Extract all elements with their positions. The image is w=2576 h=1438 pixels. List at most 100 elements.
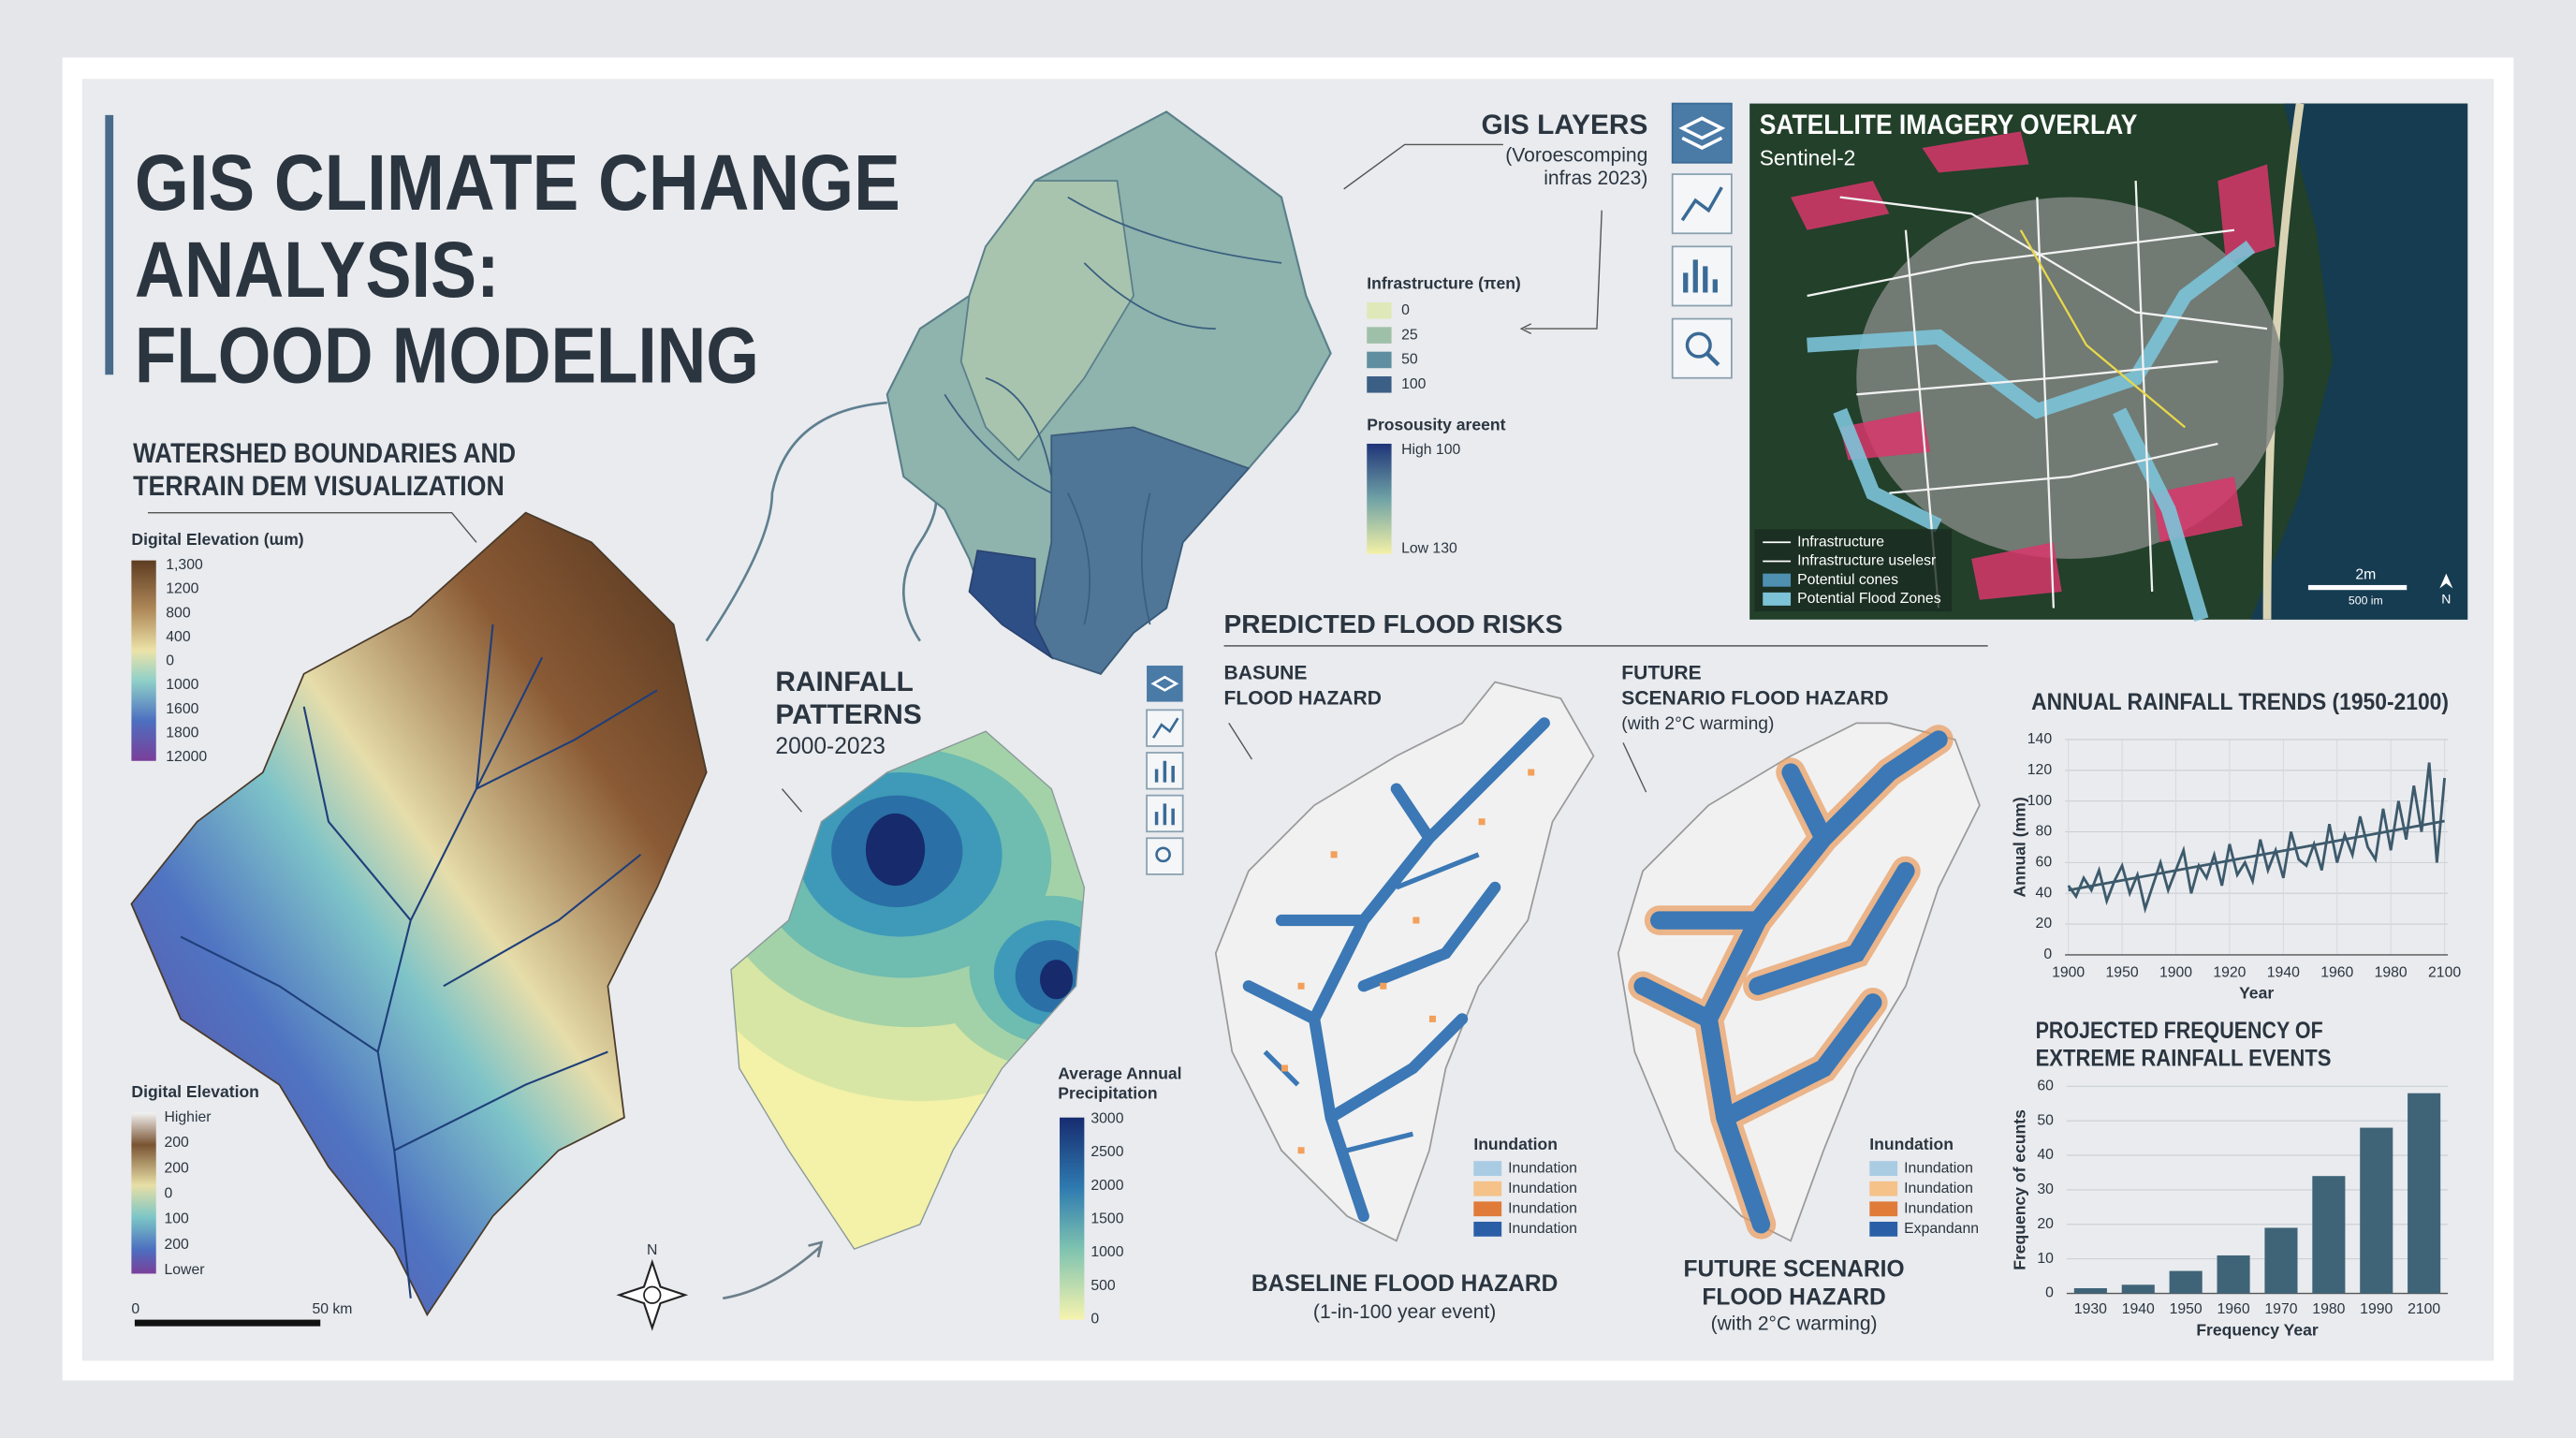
layer-tool-icons[interactable] bbox=[1705, 351, 1720, 367]
dem-map bbox=[131, 560, 156, 761]
legend-title: Inundation bbox=[1473, 1135, 1558, 1153]
legend-label: Potential Flood Zones bbox=[1797, 591, 1941, 607]
bar bbox=[2264, 1227, 2298, 1294]
legend-label: 12000 bbox=[166, 749, 207, 765]
satellite-image bbox=[1807, 240, 2256, 623]
y-tick-label: 80 bbox=[2036, 824, 2053, 840]
watershed-map bbox=[705, 110, 1603, 675]
legend-label: Expandann bbox=[1904, 1221, 1979, 1237]
small-tool-icons[interactable] bbox=[1146, 837, 1184, 875]
legend-label: 800 bbox=[166, 605, 191, 621]
watershed-map bbox=[944, 196, 1282, 625]
flood-maps bbox=[1281, 769, 1535, 1154]
legend-label: 200 bbox=[165, 1135, 190, 1151]
bar bbox=[2360, 1127, 2393, 1294]
north-label: N bbox=[647, 1242, 657, 1258]
axis-title: Frequency Year bbox=[2196, 1321, 2319, 1340]
layer-tool-icons[interactable] bbox=[1685, 331, 1712, 359]
north-label: N bbox=[2441, 591, 2451, 606]
scale-label: 0 bbox=[131, 1301, 139, 1317]
compass bbox=[643, 1285, 662, 1304]
watershed-map bbox=[1343, 143, 1503, 190]
y-tick-label: 0 bbox=[2045, 1285, 2054, 1301]
legend-swatch bbox=[1473, 1161, 1502, 1177]
legend-swatch bbox=[1869, 1161, 1898, 1177]
dem-map bbox=[130, 511, 708, 1317]
legend-label: Low 130 bbox=[1401, 540, 1457, 556]
section-heading: TERRAIN DEM VISUALIZATION bbox=[133, 471, 505, 502]
legend-title: Average Annual bbox=[1058, 1064, 1181, 1083]
small-tool-icons[interactable] bbox=[1146, 665, 1184, 875]
rainfall-map bbox=[1039, 960, 1074, 1000]
map-label: FUTURE bbox=[1621, 662, 1701, 683]
chart-title: EXTREME RAINFALL EVENTS bbox=[2036, 1047, 2332, 1072]
x-tick-label: 1960 bbox=[2217, 1301, 2250, 1317]
dem-map bbox=[130, 511, 708, 1327]
layer-tool-icons[interactable] bbox=[1678, 116, 1726, 150]
satellite-image bbox=[1749, 102, 2468, 623]
legend-swatch bbox=[1367, 351, 1392, 369]
bar bbox=[2312, 1176, 2346, 1294]
legend-label: Inundation bbox=[1508, 1160, 1577, 1176]
subtitle: infras 2023) bbox=[1544, 168, 1647, 189]
x-tick-label: 1940 bbox=[2267, 964, 2300, 980]
legend-label: 50 bbox=[1401, 352, 1418, 368]
dem-map bbox=[131, 1112, 156, 1274]
legend-label: Inundation bbox=[1904, 1160, 1973, 1176]
dem-map bbox=[134, 1319, 321, 1327]
legend-label: 200 bbox=[165, 1160, 190, 1176]
dem-map bbox=[147, 511, 477, 543]
axis-title: Year bbox=[2239, 984, 2274, 1003]
title: GIS CLIMATE CHANGE bbox=[135, 139, 900, 227]
legend-label: 2000 bbox=[1090, 1178, 1123, 1194]
bar bbox=[2217, 1255, 2250, 1294]
small-tool-icons[interactable] bbox=[1151, 717, 1179, 739]
title: ANALYSIS: bbox=[135, 226, 500, 314]
legend-swatch bbox=[1763, 592, 1792, 606]
x-tick-label: 1900 bbox=[2159, 964, 2192, 980]
y-tick-label: 140 bbox=[2027, 731, 2053, 747]
x-tick-label: 1900 bbox=[2052, 964, 2085, 980]
legend-title: Digital Elevation bbox=[131, 1082, 259, 1101]
compass bbox=[723, 1240, 824, 1300]
legend-label: Potentiul cones bbox=[1797, 572, 1898, 588]
scale-label: 500 im bbox=[2349, 594, 2383, 608]
satellite-image bbox=[2250, 103, 2468, 620]
legend-swatch bbox=[1473, 1201, 1502, 1217]
section-heading: PREDICTED FLOOD RISKS bbox=[1224, 609, 1563, 638]
bar bbox=[2408, 1093, 2441, 1294]
legend-label: 500 bbox=[1090, 1278, 1116, 1294]
legend-title: Prosousity areent bbox=[1367, 415, 1505, 433]
rainfall-map bbox=[730, 730, 1086, 1250]
legend-label: Inundation bbox=[1904, 1181, 1973, 1196]
legend-swatch bbox=[1869, 1201, 1898, 1217]
legend-swatch bbox=[1367, 301, 1392, 319]
flood-maps bbox=[1214, 645, 1988, 1242]
y-tick-label: 0 bbox=[2043, 946, 2052, 962]
small-tool-icons[interactable] bbox=[1154, 760, 1175, 826]
layer-tool-icons[interactable] bbox=[1671, 102, 1733, 164]
satellite-image bbox=[1807, 181, 2268, 609]
legend-label: 400 bbox=[166, 629, 191, 645]
bar bbox=[2073, 1287, 2107, 1294]
small-tool-icons[interactable] bbox=[1155, 846, 1171, 863]
legend-title: Inundation bbox=[1869, 1135, 1954, 1153]
satellite-image bbox=[2019, 229, 2187, 429]
layer-tool-icons[interactable] bbox=[1671, 245, 1733, 307]
axis-title: Annual (mm) bbox=[2010, 797, 2028, 897]
satellite-image bbox=[2439, 573, 2453, 589]
small-tool-icons[interactable] bbox=[1150, 675, 1179, 692]
x-tick-label: 1920 bbox=[2213, 964, 2246, 980]
legend-label: 0 bbox=[1401, 302, 1410, 318]
layer-tool-icons[interactable] bbox=[1683, 259, 1718, 293]
legend-label: 1500 bbox=[1090, 1211, 1123, 1227]
layer-tool-icons[interactable] bbox=[1680, 186, 1723, 222]
layer-tool-icons[interactable] bbox=[1671, 102, 1733, 379]
layer-tool-icons[interactable] bbox=[1671, 317, 1733, 379]
legend-label: Inundation bbox=[1508, 1200, 1577, 1216]
legend-label: Inundation bbox=[1904, 1200, 1973, 1216]
y-tick-label: 120 bbox=[2027, 762, 2053, 778]
legend-label: 3000 bbox=[1090, 1111, 1123, 1127]
